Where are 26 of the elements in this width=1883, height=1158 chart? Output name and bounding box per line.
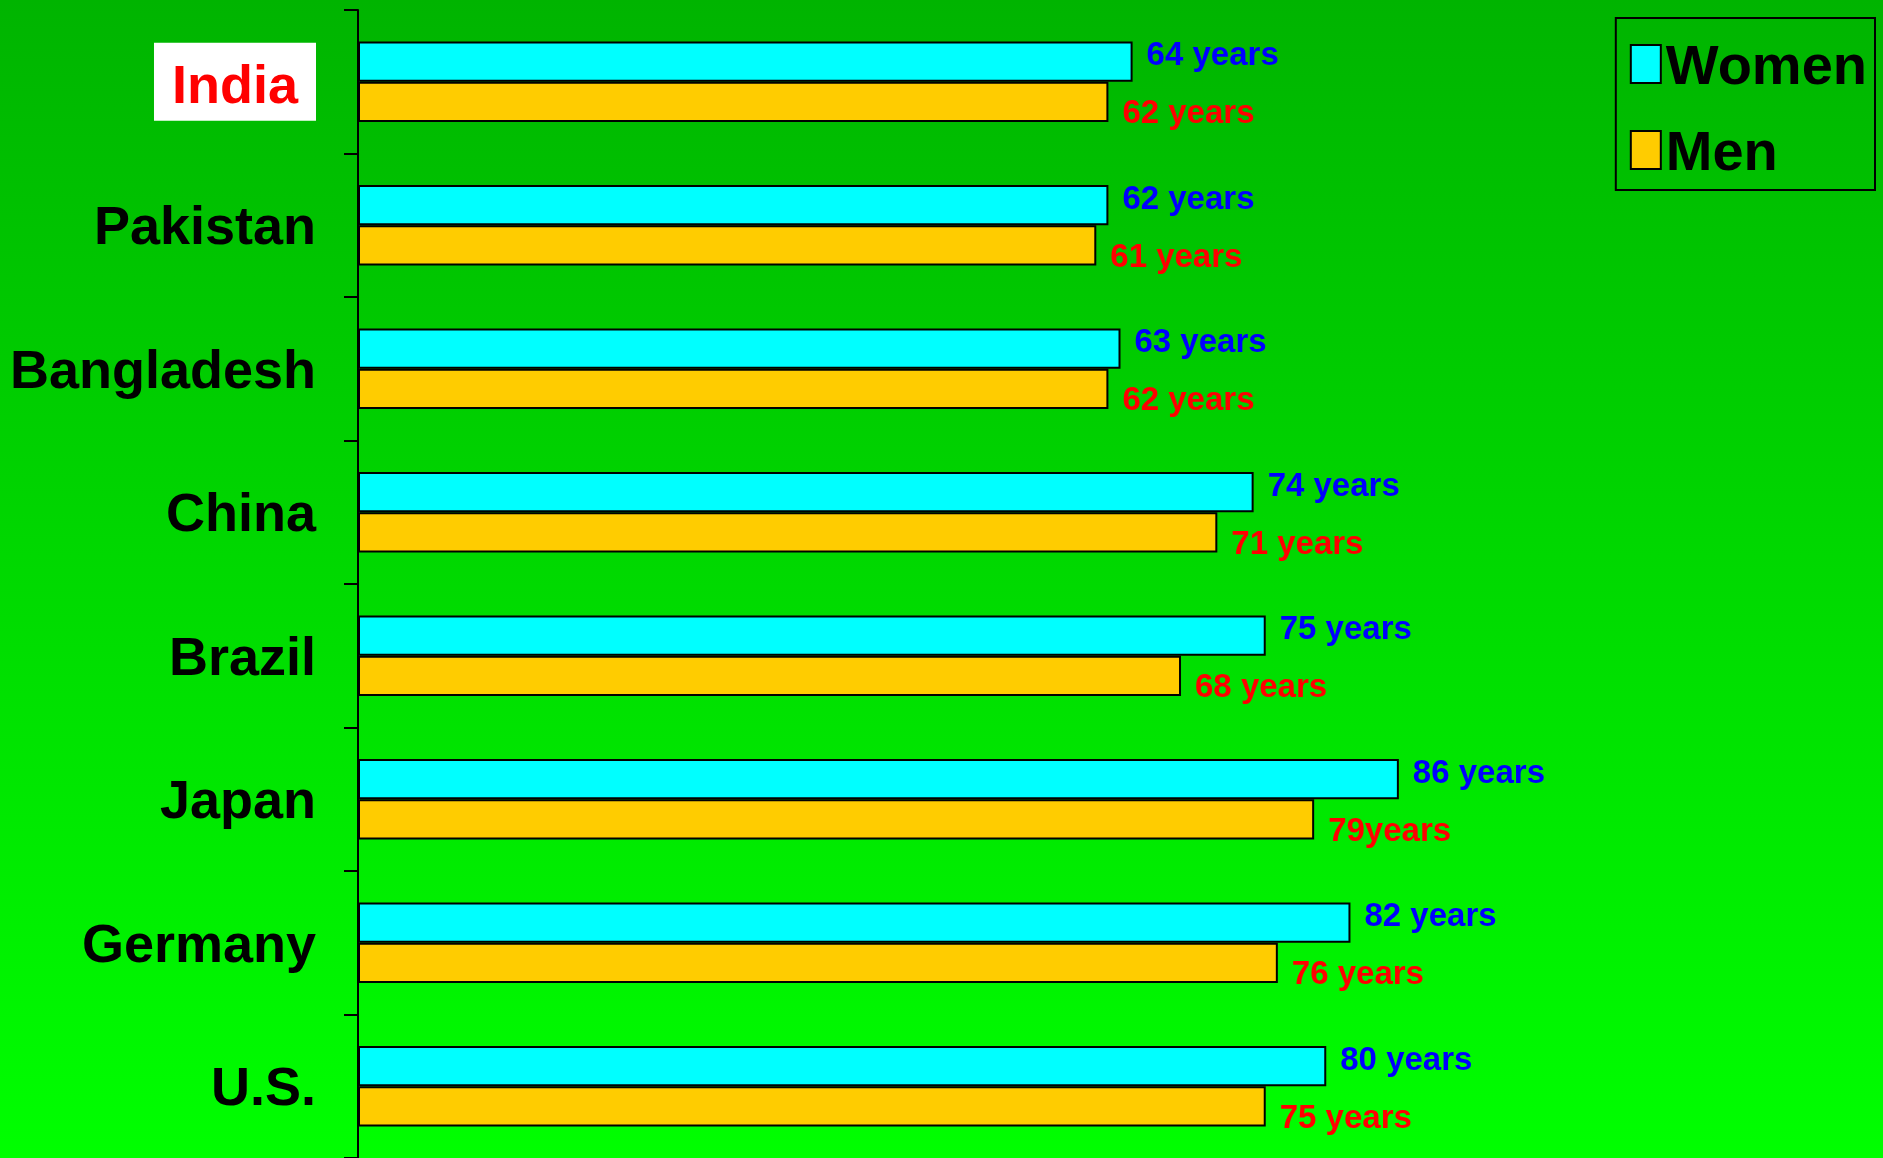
legend-label: Women [1665, 32, 1868, 96]
data-label: 86 years [1412, 752, 1546, 790]
data-label: 62 years [1122, 93, 1255, 131]
y-tick-label: Pakistan [93, 195, 316, 256]
data-label: 63 years [1134, 322, 1267, 360]
data-label: 62 years [1122, 178, 1255, 216]
data-label: 75 years [1279, 1097, 1412, 1135]
data-label: 68 years [1195, 667, 1328, 705]
data-label: 76 years [1291, 954, 1424, 992]
y-tick-label: Bangladesh [9, 338, 316, 399]
y-tick-label: Japan [159, 769, 316, 830]
y-tick-label: India [171, 53, 299, 114]
data-label: 75 years [1279, 609, 1412, 647]
data-label: 80 years [1340, 1039, 1473, 1077]
y-tick-label: U.S. [210, 1056, 316, 1117]
data-label: 61 years [1110, 236, 1243, 274]
data-label: 64 years [1146, 35, 1279, 73]
data-label: 71 years [1231, 523, 1364, 561]
y-tick-label: China [165, 482, 317, 543]
data-label: 79years [1328, 810, 1452, 848]
legend-label: Men [1665, 118, 1778, 182]
y-tick-label: Brazil [168, 625, 316, 686]
y-tick-label: Germany [81, 912, 316, 973]
data-label: 62 years [1122, 380, 1255, 418]
data-label: 82 years [1364, 896, 1497, 934]
data-label: 74 years [1267, 465, 1400, 503]
